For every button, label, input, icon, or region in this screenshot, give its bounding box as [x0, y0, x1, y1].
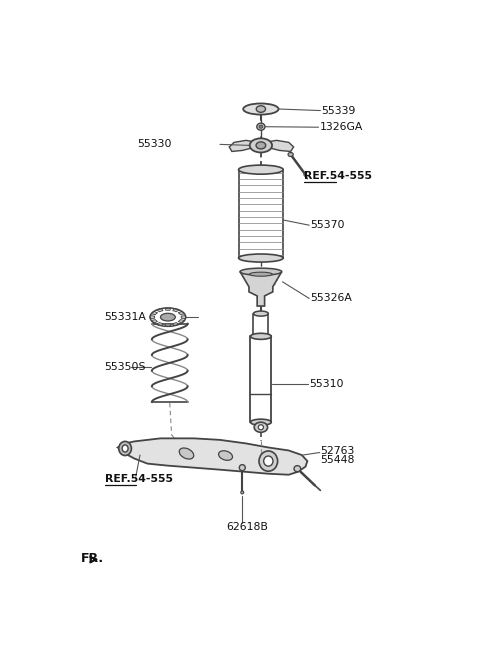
Polygon shape	[181, 316, 186, 319]
Ellipse shape	[258, 424, 264, 430]
Ellipse shape	[240, 268, 282, 276]
Polygon shape	[165, 308, 171, 310]
Ellipse shape	[239, 165, 283, 174]
Text: 55326A: 55326A	[310, 293, 352, 304]
Text: 55350S: 55350S	[104, 361, 145, 372]
Ellipse shape	[251, 419, 271, 425]
Ellipse shape	[250, 272, 272, 276]
Ellipse shape	[160, 314, 175, 321]
Ellipse shape	[254, 422, 267, 432]
Polygon shape	[118, 438, 307, 475]
Polygon shape	[151, 319, 157, 323]
Ellipse shape	[257, 123, 265, 131]
Polygon shape	[173, 323, 179, 326]
Ellipse shape	[253, 311, 268, 316]
Polygon shape	[151, 312, 157, 315]
Ellipse shape	[218, 451, 232, 461]
Ellipse shape	[239, 254, 283, 262]
Ellipse shape	[288, 152, 293, 157]
Text: 55331A: 55331A	[104, 312, 146, 322]
Ellipse shape	[259, 451, 277, 471]
Ellipse shape	[264, 456, 273, 466]
Text: 55330: 55330	[137, 139, 172, 150]
Ellipse shape	[256, 106, 265, 112]
Text: 62618B: 62618B	[227, 522, 268, 532]
Ellipse shape	[179, 448, 194, 459]
Text: FR.: FR.	[81, 552, 104, 565]
Polygon shape	[165, 324, 171, 326]
Ellipse shape	[240, 464, 245, 471]
Polygon shape	[178, 319, 184, 323]
Ellipse shape	[259, 125, 263, 128]
Ellipse shape	[122, 445, 128, 452]
Polygon shape	[264, 140, 294, 152]
Polygon shape	[178, 312, 184, 315]
Text: REF.54-555: REF.54-555	[105, 474, 173, 483]
Polygon shape	[240, 272, 282, 306]
Ellipse shape	[251, 333, 271, 339]
Ellipse shape	[241, 491, 244, 494]
Ellipse shape	[243, 104, 278, 115]
Text: 52763: 52763	[321, 447, 355, 457]
Text: 55339: 55339	[321, 106, 356, 115]
Text: REF.54-555: REF.54-555	[304, 171, 372, 180]
Ellipse shape	[294, 466, 300, 472]
Ellipse shape	[119, 441, 132, 455]
Text: 1326GA: 1326GA	[320, 122, 363, 133]
Polygon shape	[173, 308, 179, 312]
Ellipse shape	[250, 138, 272, 152]
Ellipse shape	[256, 142, 266, 149]
Text: 55310: 55310	[309, 379, 344, 388]
Ellipse shape	[253, 334, 268, 339]
Polygon shape	[150, 316, 155, 319]
Polygon shape	[156, 308, 163, 312]
Polygon shape	[229, 140, 257, 152]
Text: 55448: 55448	[321, 455, 355, 465]
Text: 55370: 55370	[310, 220, 345, 230]
Polygon shape	[156, 323, 163, 326]
